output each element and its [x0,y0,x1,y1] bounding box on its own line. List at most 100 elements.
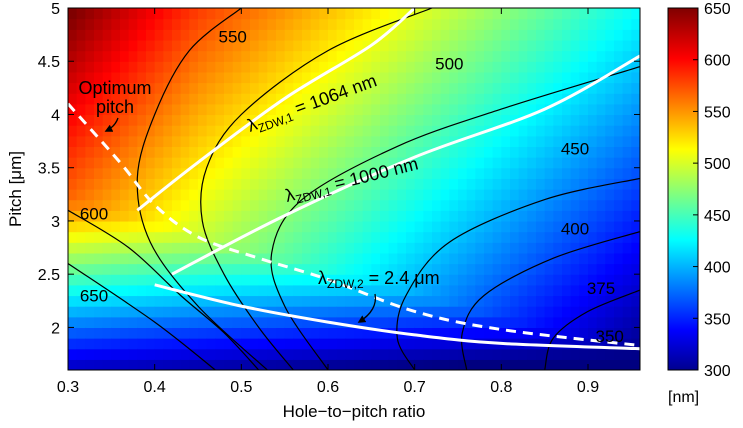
heatmap-cell [380,263,390,275]
heatmap-cell [146,338,156,350]
heatmap-cell [85,316,95,329]
heatmap-cell [76,103,86,116]
heatmap-cell [302,295,312,307]
heatmap-cell [250,18,260,30]
heatmap-cell [120,125,130,137]
heatmap-cell [596,61,606,73]
heatmap-cell [328,8,338,20]
heatmap-cell [180,125,190,137]
heatmap-cell [614,348,624,360]
heatmap-cell [85,252,95,265]
contour-375 [461,231,640,370]
heatmap-cell [423,18,433,30]
heatmap-cell [310,50,320,62]
heatmap-cell [310,135,320,148]
heatmap-cell [536,306,546,318]
heatmap-cell [293,157,303,169]
heatmap-cell [206,327,216,339]
heatmap-cell [267,199,277,211]
heatmap-cell [250,338,260,350]
heatmap-cell [128,82,138,94]
heatmap-cell [345,199,355,211]
heatmap-cell [432,167,442,179]
heatmap-cell [198,146,208,158]
heatmap-cell [319,348,329,360]
heatmap-cell [302,210,312,222]
heatmap-cell [614,167,624,179]
heatmap-cell [146,263,156,275]
heatmap-cell [276,103,286,116]
heatmap-cell [423,263,433,275]
heatmap-cell [284,327,294,339]
heatmap-cell [258,348,268,360]
heatmap-cell [423,125,433,137]
heatmap-cell [354,157,364,169]
heatmap-cell [232,189,242,201]
heatmap-cell [241,327,251,339]
heatmap-cell [180,82,190,94]
heatmap-cell [206,103,216,116]
heatmap-cell [76,274,86,286]
heatmap-cell [328,125,338,137]
heatmap-cell [76,135,86,148]
heatmap-cell [111,29,121,41]
heatmap-cell [267,50,277,62]
heatmap-cell [354,295,364,307]
heatmap-cell [120,306,130,318]
heatmap-cell [76,359,86,370]
heatmap-cell [68,327,78,339]
heatmap-cell [380,295,390,307]
heatmap-cell [423,135,433,148]
heatmap-cell [544,82,554,94]
heatmap-cell [362,93,372,105]
heatmap-cell [588,284,598,297]
heatmap-cell [362,146,372,158]
heatmap-cell [466,284,476,297]
heatmap-cell [198,103,208,116]
heatmap-cell [414,274,424,286]
heatmap-cell [189,114,199,126]
heatmap-cell [310,103,320,116]
heatmap-cell [553,252,563,265]
heatmap-cell [102,338,112,350]
heatmap-cell [354,125,364,137]
heatmap-cell [189,252,199,265]
heatmap-cell [544,359,554,370]
heatmap-cell [380,39,390,52]
heatmap-cell [527,8,537,20]
y-tick-label: 2 [51,320,60,337]
heatmap-cell [258,242,268,254]
heatmap-cell [154,114,164,126]
heatmap-cell [258,178,268,190]
heatmap-cell [354,82,364,94]
heatmap-cell [544,295,554,307]
heatmap-cell [189,359,199,370]
heatmap-cell [154,178,164,190]
heatmap-cell [146,93,156,105]
heatmap-cell [397,306,407,318]
heatmap-cell [102,316,112,329]
heatmap-cell [68,93,78,105]
heatmap-cell [310,252,320,265]
heatmap-cell [267,125,277,137]
heatmap-cell [267,220,277,233]
heatmap-cell [414,242,424,254]
heatmap-cell [198,125,208,137]
heatmap-cell [68,284,78,297]
heatmap-cell [198,348,208,360]
heatmap-cell [68,125,78,137]
heatmap-cell [414,189,424,201]
heatmap-cell [510,71,520,84]
heatmap-cell [128,231,138,243]
heatmap-cell [510,252,520,265]
heatmap-cell [120,29,130,41]
heatmap-cell [224,135,234,148]
heatmap-cell [267,93,277,105]
heatmap-cell [102,167,112,179]
heatmap-cell [596,252,606,265]
heatmap-cell [293,295,303,307]
heatmap-cell [206,199,216,211]
heatmap-cell [189,146,199,158]
heatmap-cell [440,252,450,265]
heatmap-cell [198,199,208,211]
